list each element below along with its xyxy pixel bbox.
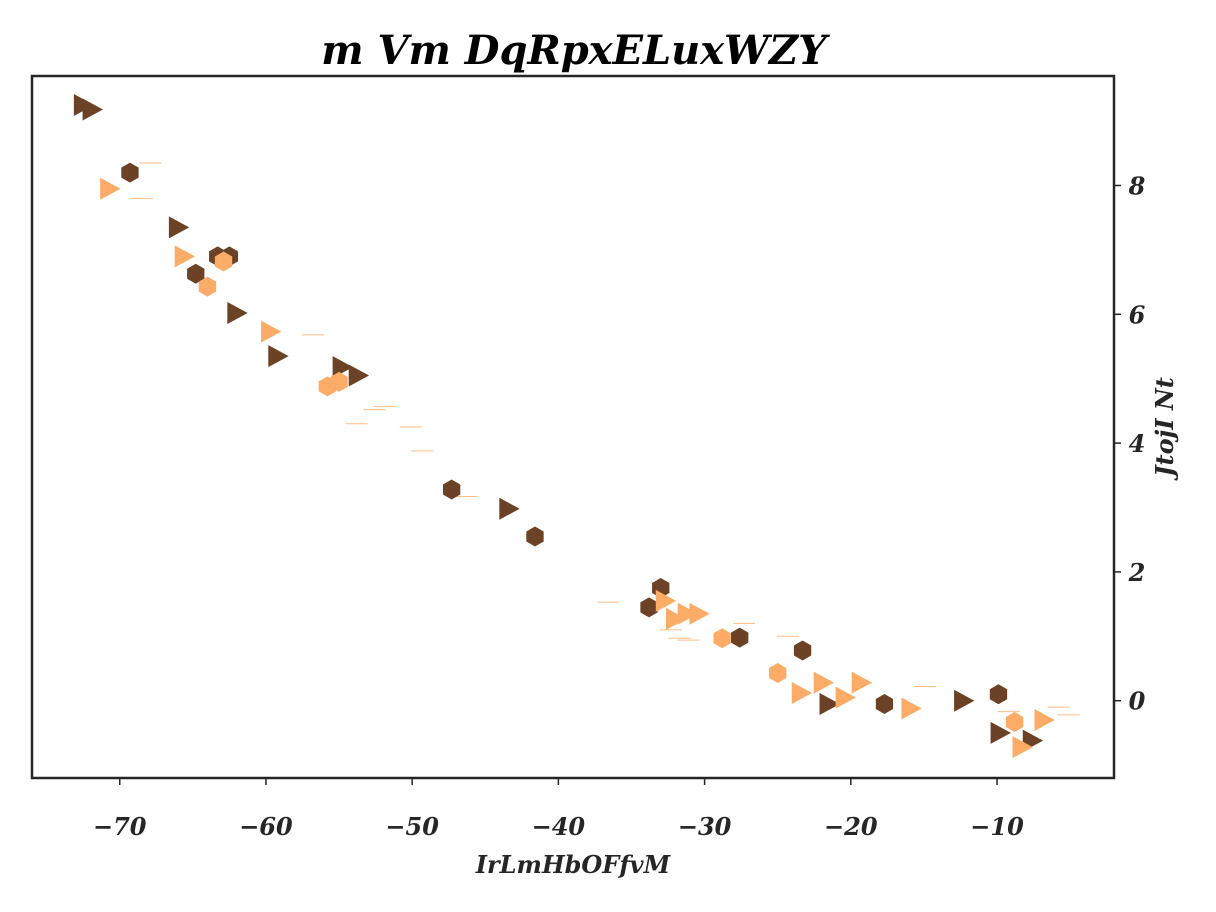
y-tick-label: 8 xyxy=(1128,171,1146,200)
scatter-point xyxy=(791,681,813,704)
scatter-point xyxy=(677,602,699,625)
scatter-point xyxy=(499,497,520,520)
scatter-point xyxy=(875,693,894,714)
x-tick-label: −50 xyxy=(385,812,439,841)
x-tick-label: −30 xyxy=(678,812,732,841)
x-tick-label: −40 xyxy=(532,812,586,841)
scatter-point xyxy=(989,684,1008,705)
scatter-point xyxy=(332,356,353,379)
scatter-point xyxy=(214,251,233,272)
scatter-point xyxy=(198,276,217,297)
scatter-point xyxy=(813,671,835,694)
scatter-point xyxy=(348,364,370,387)
y-tick-label: 2 xyxy=(1128,558,1146,587)
scatter-point xyxy=(1005,711,1024,732)
scatter-point xyxy=(82,98,103,121)
scatter-point xyxy=(954,689,975,712)
x-tick-label: −70 xyxy=(93,812,147,841)
scatter-point xyxy=(851,671,873,694)
scatter-point xyxy=(793,640,812,661)
y-axis-label: JtojI Nt xyxy=(1150,377,1179,481)
x-tick-label: −60 xyxy=(239,812,293,841)
scatter-point xyxy=(227,302,248,325)
x-axis: −70 −60 −50 −40 −30 −20 −10 xyxy=(93,778,1024,841)
y-tick-label: 4 xyxy=(1129,429,1146,458)
scatter-point xyxy=(713,628,731,649)
scatter-point xyxy=(187,263,205,284)
y-tick-label: 6 xyxy=(1129,300,1146,329)
x-tick-label: −20 xyxy=(824,812,878,841)
scatter-point xyxy=(442,479,461,500)
scatter-point xyxy=(330,371,348,392)
scatter-point xyxy=(1012,736,1033,759)
y-axis: 0 2 4 6 8 xyxy=(1114,171,1146,716)
x-axis-label: IrLmHbOFfvM xyxy=(475,850,672,879)
scatter-point xyxy=(769,663,787,684)
scatter-point xyxy=(526,526,544,547)
scatter-point xyxy=(121,162,139,183)
scatter-point xyxy=(666,607,687,630)
scatter-point xyxy=(100,177,121,200)
scatter-point xyxy=(731,627,749,648)
y-tick-label: 0 xyxy=(1129,687,1146,716)
faint-dash-marks xyxy=(130,162,1080,716)
chart-title: m Vm DqRpxELuxWZY xyxy=(321,27,830,74)
scatter-point xyxy=(174,245,196,268)
scatter-point xyxy=(260,320,282,343)
data-points xyxy=(73,93,1055,759)
scatter-point xyxy=(640,597,658,618)
x-tick-label: −10 xyxy=(970,812,1024,841)
scatter-point xyxy=(990,721,1011,744)
scatter-point xyxy=(835,686,856,709)
scatter-point xyxy=(268,345,289,368)
scatter-point xyxy=(168,216,190,239)
plot-frame xyxy=(30,74,1116,780)
scatter-point xyxy=(819,692,840,715)
scatter-point xyxy=(689,602,710,625)
scatter-point xyxy=(655,589,677,612)
scatter-point xyxy=(901,697,922,720)
scatter-point xyxy=(1034,709,1055,732)
